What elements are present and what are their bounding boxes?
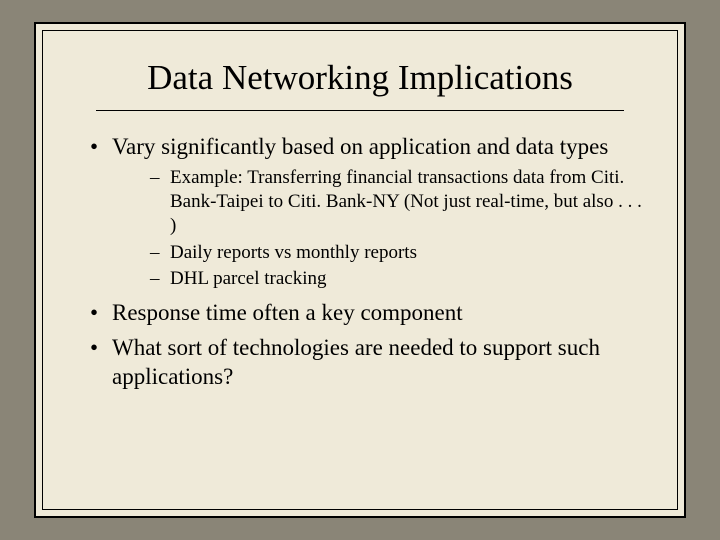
sub-bullet-text: DHL parcel tracking (170, 268, 327, 289)
sub-bullet-text: Example: Transferring financial transact… (170, 167, 642, 237)
bullet-item: Response time often a key component (90, 299, 644, 328)
title-underline (96, 110, 624, 111)
sub-bullet-text: Daily reports vs monthly reports (170, 242, 417, 263)
bullet-item: Vary significantly based on application … (90, 133, 644, 291)
bullet-list: Vary significantly based on application … (76, 133, 644, 392)
slide-frame: Data Networking Implications Vary signif… (34, 22, 686, 518)
bullet-item: What sort of technologies are needed to … (90, 334, 644, 392)
slide-title: Data Networking Implications (76, 58, 644, 98)
bullet-text: What sort of technologies are needed to … (112, 335, 600, 389)
sub-bullet-item: Example: Transferring financial transact… (150, 166, 644, 239)
sub-bullet-list: Example: Transferring financial transact… (112, 166, 644, 292)
sub-bullet-item: DHL parcel tracking (150, 267, 644, 291)
bullet-text: Vary significantly based on application … (112, 134, 608, 159)
slide-content: Data Networking Implications Vary signif… (36, 24, 684, 516)
bullet-text: Response time often a key component (112, 300, 463, 325)
sub-bullet-item: Daily reports vs monthly reports (150, 241, 644, 265)
